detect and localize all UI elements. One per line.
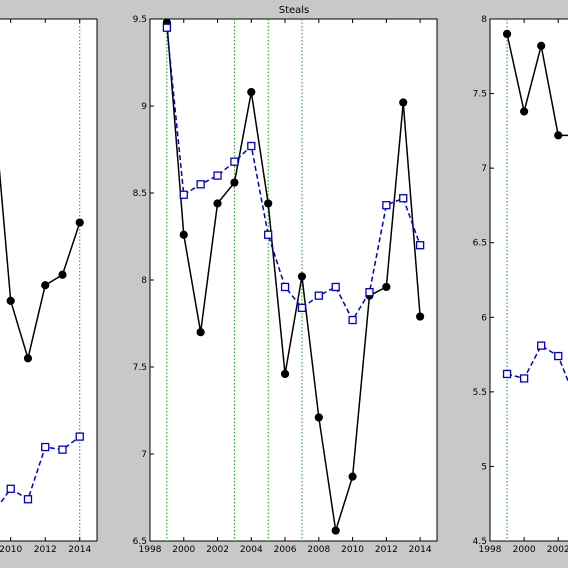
middle-ytick-label: 6.5	[133, 537, 147, 547]
middle-series-1-point	[399, 98, 408, 107]
right-ytick-label: 4.5	[473, 537, 487, 547]
middle-xtick-label: 2012	[375, 545, 398, 555]
middle-series-1-point	[314, 413, 323, 422]
middle-series-1-point	[196, 328, 205, 337]
middle-series-1-point	[247, 87, 256, 97]
left-series-2-point	[6, 484, 15, 493]
left-xtick-label: 2010	[0, 545, 22, 555]
middle-ytick-label: 9.5	[133, 15, 147, 25]
left-series-1-point	[23, 354, 33, 363]
middle-series-2-point	[348, 315, 357, 325]
middle-series-1-point	[280, 369, 290, 379]
middle-ytick-label: 9	[141, 102, 147, 112]
left-series-2-point	[75, 432, 84, 441]
middle-ytick-label: 8	[141, 276, 147, 286]
middle-xtick-label: 2002	[206, 545, 229, 555]
middle-series-1-point	[264, 199, 273, 208]
right-xtick-label: 2002	[547, 545, 568, 555]
right-ytick-label: 7	[481, 164, 487, 174]
middle-series-1-point	[297, 272, 307, 281]
right-series-1-point	[520, 107, 529, 116]
middle-series-2-point	[399, 194, 408, 203]
right-xtick-label: 1998	[479, 545, 502, 555]
middle-series-1-point	[416, 312, 425, 321]
middle-series-2-point	[382, 201, 391, 210]
middle-series-1-point	[331, 526, 340, 535]
left-axes: 2010 2012 2014	[0, 18, 98, 555]
left-series-1-point	[75, 218, 84, 227]
middle-series-2-point	[280, 282, 290, 292]
middle-xtick-label: 2010	[341, 545, 364, 555]
middle-ytick-label: 8.5	[133, 189, 147, 199]
left-xtick-label: 2014	[68, 545, 91, 555]
right-series-2-point	[502, 369, 512, 379]
middle-plot-area	[149, 18, 438, 542]
middle-series-2-point	[331, 282, 340, 292]
middle-series-2-point	[415, 241, 425, 250]
right-ytick-label: 6	[481, 313, 487, 323]
middle-series-1-point	[348, 472, 357, 481]
middle-xtick-label: 1998	[139, 545, 162, 555]
middle-series-2-line	[166, 27, 421, 322]
right-xtick-label: 2000	[513, 545, 536, 555]
middle-series-2-point	[162, 23, 172, 32]
middle-series-2-point	[297, 303, 307, 312]
left-series-1-line	[0, 168, 81, 362]
middle-xtick-label: 2000	[172, 545, 195, 555]
right-ytick-label: 5.5	[473, 388, 487, 398]
middle-xtick-label: 2004	[240, 545, 263, 555]
right-ytick-label: 7.5	[473, 90, 487, 100]
right-series-2-point	[537, 341, 546, 350]
right-ytick-label: 6.5	[473, 239, 487, 249]
right-series-2-point	[554, 351, 563, 361]
left-series-1-point	[58, 270, 67, 279]
right-axes: 1998 2000 2002 4.5 5 5.5 6 6.5 7 7.5 8	[473, 15, 568, 555]
middle-series-1-point	[230, 178, 239, 187]
middle-series-1-line	[166, 22, 421, 531]
middle-series-1-point	[179, 230, 188, 239]
figure-title: Steals	[279, 5, 310, 16]
middle-ytick-label: 7	[141, 450, 147, 460]
middle-series-2-point	[247, 141, 256, 151]
right-series-2-point	[519, 374, 529, 383]
left-series-1-point	[41, 281, 50, 290]
left-series-2-point	[58, 445, 67, 454]
left-series-1-point	[6, 296, 15, 305]
right-ytick-label: 5	[481, 462, 487, 472]
right-ytick-label: 8	[481, 15, 487, 25]
right-series-1-point	[537, 41, 546, 50]
left-series-2-point	[23, 495, 33, 504]
left-series-2-point	[41, 442, 50, 452]
middle-xtick-label: 2008	[307, 545, 330, 555]
right-plot-area	[489, 18, 568, 542]
left-xtick-label: 2012	[34, 545, 57, 555]
right-series-2-line	[506, 344, 568, 383]
middle-series-2-point	[365, 288, 374, 297]
right-series-1-point	[554, 131, 563, 140]
middle-series-2-point	[196, 180, 205, 189]
left-plot-area	[0, 18, 98, 542]
middle-xtick-label: 2006	[274, 545, 297, 555]
middle-series-2-point	[213, 171, 222, 180]
middle-ytick-label: 7.5	[133, 363, 147, 373]
middle-series-2-point	[264, 230, 273, 239]
right-series-1-point	[502, 29, 512, 39]
middle-axes: 1998 2000 2002 2004 2006 2008 2010 2012 2014 6.5 7…	[133, 15, 438, 555]
middle-series-2-point	[179, 190, 188, 199]
middle-series-1-point	[213, 199, 222, 208]
middle-series-2-point	[230, 157, 239, 166]
middle-series-2-point	[314, 291, 323, 300]
middle-series-1-point	[382, 282, 391, 292]
middle-xtick-label: 2014	[409, 545, 432, 555]
